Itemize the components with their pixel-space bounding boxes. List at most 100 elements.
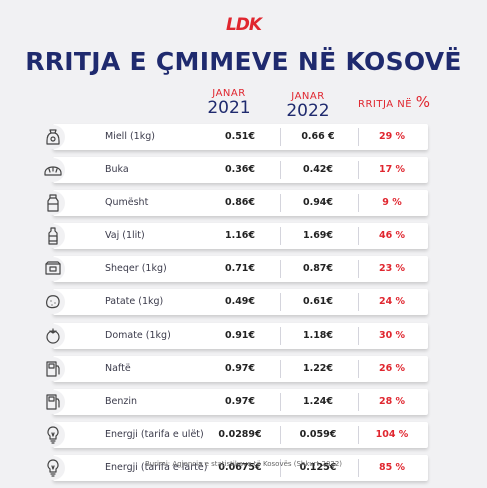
divider xyxy=(358,392,359,411)
price-2022: 0.059€ xyxy=(299,428,337,440)
table-row: Energji (tarifa e lartë) 0.0675€ 0.125€ … xyxy=(41,454,428,481)
divider xyxy=(280,161,281,180)
price-2022: 0.66 € xyxy=(301,131,335,142)
divider xyxy=(280,425,281,444)
divider xyxy=(358,227,359,246)
table-row: Miell (1kg) 0.51€ 0.66 € 29 % xyxy=(41,124,428,150)
price-2021: 0.49€ xyxy=(224,296,256,308)
price-increase: 29 % xyxy=(378,131,406,142)
divider xyxy=(358,161,359,180)
table-row: Vaj (1lit) 1.16€ 1.69€ 46 % xyxy=(41,223,428,250)
flour-sack-icon xyxy=(41,125,65,149)
tomato-icon xyxy=(41,323,65,348)
column-label: RRITJA NË xyxy=(358,99,413,110)
table-row: Naftë 0.97€ 1.22€ 26 % xyxy=(41,355,428,382)
divider xyxy=(358,128,359,146)
table-row: Buka 0.36€ 0.42€ 17 % xyxy=(41,157,428,184)
price-2021: 0.36€ xyxy=(224,164,256,176)
price-2022: 0.61€ xyxy=(302,296,334,308)
price-2022: 0.94€ xyxy=(302,197,334,209)
item-label: Miell (1kg) xyxy=(105,131,155,142)
item-label: Benzin xyxy=(105,395,138,407)
divider xyxy=(280,260,281,279)
price-2021: 1.16€ xyxy=(224,230,256,242)
price-2021: 0.0675€ xyxy=(218,461,262,473)
divider xyxy=(280,326,281,345)
price-increase: 17 % xyxy=(378,164,406,176)
column-header-increase: RRITJA NË % xyxy=(358,95,431,110)
item-label: Qumësht xyxy=(105,197,149,209)
column-month: JANAR xyxy=(291,91,325,102)
item-label: Energji (tarifa e lartë) xyxy=(105,461,208,473)
divider xyxy=(280,128,281,146)
price-2022: 0.42€ xyxy=(302,164,334,176)
bread-icon xyxy=(41,158,65,183)
percent-sign: % xyxy=(415,93,431,111)
item-label: Vaj (1lit) xyxy=(105,230,145,242)
price-2021: 0.97€ xyxy=(224,362,256,374)
divider xyxy=(280,293,281,312)
divider xyxy=(358,326,359,345)
price-increase: 24 % xyxy=(378,296,406,308)
divider xyxy=(358,458,359,477)
divider xyxy=(280,194,281,213)
price-2021: 0.91€ xyxy=(224,329,256,341)
price-2022: 1.22€ xyxy=(302,362,334,374)
price-2021: 0.51€ xyxy=(224,131,256,142)
item-label: Naftë xyxy=(105,362,131,374)
price-2021: 0.0289€ xyxy=(218,428,262,440)
table-row: Qumësht 0.86€ 0.94€ 9 % xyxy=(41,190,428,217)
column-header-2021: JANAR 2021 xyxy=(204,89,254,117)
price-increase: 85 % xyxy=(378,461,406,473)
logo: LDK xyxy=(225,15,262,35)
price-increase: 46 % xyxy=(378,230,406,242)
price-table: Miell (1kg) 0.51€ 0.66 € 29 % Buka 0.36€… xyxy=(41,124,428,488)
price-2022: 1.24€ xyxy=(302,395,334,407)
price-2022: 0.87€ xyxy=(302,263,334,275)
price-2021: 0.86€ xyxy=(224,197,256,209)
divider xyxy=(358,359,359,378)
price-2021: 0.71€ xyxy=(224,263,256,275)
divider xyxy=(280,227,281,246)
column-month: JANAR xyxy=(212,88,246,99)
milk-icon xyxy=(41,191,65,216)
item-label: Domate (1kg) xyxy=(105,329,171,341)
price-increase: 30 % xyxy=(378,329,406,341)
column-year: 2021 xyxy=(207,98,251,118)
sugar-icon xyxy=(41,257,65,282)
item-label: Buka xyxy=(105,164,129,176)
lightbulb-icon xyxy=(41,422,65,447)
divider xyxy=(280,359,281,378)
price-increase: 26 % xyxy=(378,362,406,374)
divider xyxy=(358,425,359,444)
price-increase: 9 % xyxy=(382,197,402,209)
column-year: 2022 xyxy=(286,101,330,121)
price-increase: 104 % xyxy=(375,428,409,440)
item-label: Sheqer (1kg) xyxy=(105,263,167,275)
price-increase: 23 % xyxy=(378,263,406,275)
fuel-pump-icon xyxy=(41,389,65,414)
fuel-pump-icon xyxy=(41,356,65,381)
page-title: RRITJA E ÇMIMEVE NË KOSOVË xyxy=(25,47,462,76)
table-row: Sheqer (1kg) 0.71€ 0.87€ 23 % xyxy=(41,256,428,283)
price-2022: 0.125€ xyxy=(299,461,337,473)
price-2022: 1.69€ xyxy=(302,230,334,242)
lightbulb-icon xyxy=(41,455,65,480)
source-note: Burimi: Agjencia e statistikave të Kosov… xyxy=(144,460,343,468)
price-increase: 28 % xyxy=(378,395,406,407)
divider xyxy=(358,194,359,213)
table-row: Benzin 0.97€ 1.24€ 28 % xyxy=(41,388,428,415)
item-label: Energji (tarifa e ulët) xyxy=(105,428,204,440)
price-2022: 1.18€ xyxy=(302,329,334,341)
divider xyxy=(358,260,359,279)
item-label: Patate (1kg) xyxy=(105,296,164,308)
column-header-2022: JANAR 2022 xyxy=(283,92,333,120)
divider xyxy=(280,392,281,411)
divider xyxy=(358,293,359,312)
table-row: Energji (tarifa e ulët) 0.0289€ 0.059€ 1… xyxy=(41,421,428,448)
price-2021: 0.97€ xyxy=(224,395,256,407)
oil-bottle-icon xyxy=(41,224,65,249)
potato-icon xyxy=(41,290,65,315)
divider xyxy=(280,458,281,477)
table-row: Patate (1kg) 0.49€ 0.61€ 24 % xyxy=(41,289,428,316)
